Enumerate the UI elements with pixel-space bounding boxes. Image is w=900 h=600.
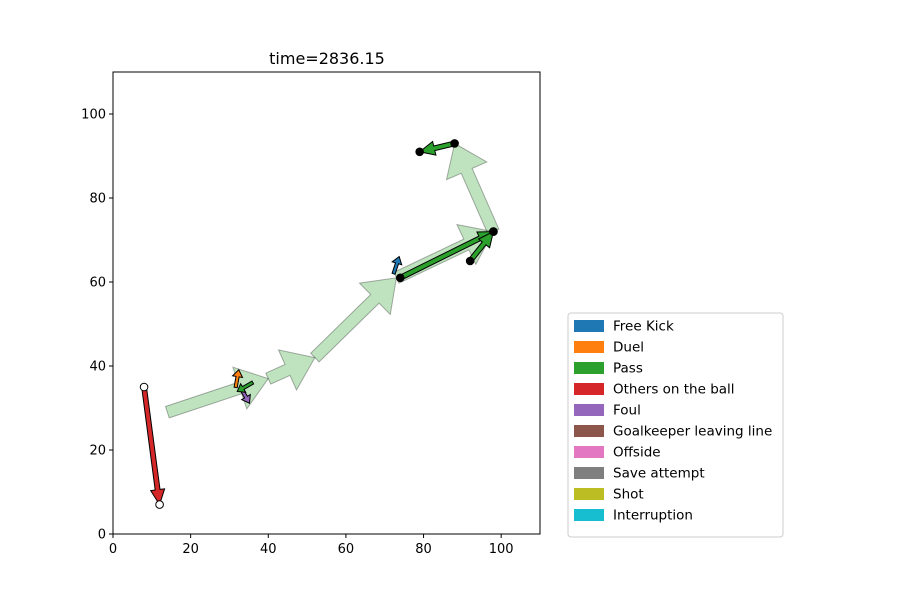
- y-tick-label: 60: [89, 276, 106, 291]
- x-tick-label: 40: [260, 542, 277, 557]
- ball-trail-arrow: [309, 277, 398, 363]
- y-tick-label: 20: [89, 444, 106, 459]
- axes-layer: 0 20 40 60 80 100 0 20 40 60 80 100: [81, 108, 513, 558]
- event-marker-duel: [231, 368, 244, 389]
- ball-trail-arrow: [265, 349, 316, 392]
- legend-label: Interruption: [613, 508, 693, 524]
- legend-label: Goalkeeper leaving line: [613, 424, 772, 440]
- legend-label: Others on the ball: [613, 382, 735, 398]
- legend-label: Pass: [613, 361, 643, 377]
- event-marker-layer: [231, 255, 403, 404]
- legend-swatch: [574, 509, 604, 521]
- event-start-point: [465, 256, 475, 266]
- x-tick-label: 80: [415, 542, 432, 557]
- event-end-point: [489, 227, 498, 236]
- x-tick-label: 20: [182, 542, 199, 557]
- event-marker-pass: [236, 380, 255, 393]
- event-end-point: [415, 147, 424, 157]
- x-tick-label: 100: [489, 542, 514, 557]
- legend-label: Free Kick: [613, 319, 674, 335]
- event-start-point: [450, 139, 459, 148]
- legend-swatch: [574, 467, 604, 479]
- y-tick-label: 0: [98, 528, 106, 543]
- event-arrow-layer: [139, 139, 498, 509]
- legend-label: Shot: [613, 487, 644, 503]
- legend-label: Offside: [613, 445, 661, 461]
- event-marker-free-kick: [391, 255, 403, 275]
- event-start-point: [139, 382, 149, 392]
- legend-swatch: [574, 404, 604, 416]
- legend-label: Save attempt: [613, 466, 705, 482]
- x-tick-label: 60: [338, 542, 355, 557]
- legend-swatch: [574, 341, 604, 353]
- legend-label: Duel: [613, 340, 644, 356]
- ball-trail-arrow: [164, 366, 270, 419]
- legend-swatch: [574, 446, 604, 458]
- y-tick-label: 40: [89, 360, 106, 375]
- event-start-point: [395, 273, 405, 283]
- event-end-point: [155, 500, 164, 509]
- y-tick-label: 100: [81, 108, 106, 123]
- plot-area-frame: [112, 71, 541, 535]
- ball-trail-arrow: [445, 142, 500, 235]
- x-tick-label: 0: [109, 542, 117, 557]
- legend-swatch: [574, 383, 604, 395]
- legend-swatch: [574, 320, 604, 332]
- event-arrow-pass: [467, 230, 495, 264]
- y-tick-label: 80: [89, 192, 106, 207]
- chart-title: time=2836.15: [269, 49, 385, 68]
- legend: Free Kick Duel Pass Others on the ball Foul G…: [567, 312, 784, 538]
- event-arrow-others-on-the-ball: [141, 386, 166, 506]
- legend-swatch: [574, 362, 604, 374]
- legend-frame: [567, 312, 784, 538]
- legend-swatch: [574, 488, 604, 500]
- legend-label: Foul: [613, 403, 641, 419]
- legend-swatch: [574, 425, 604, 437]
